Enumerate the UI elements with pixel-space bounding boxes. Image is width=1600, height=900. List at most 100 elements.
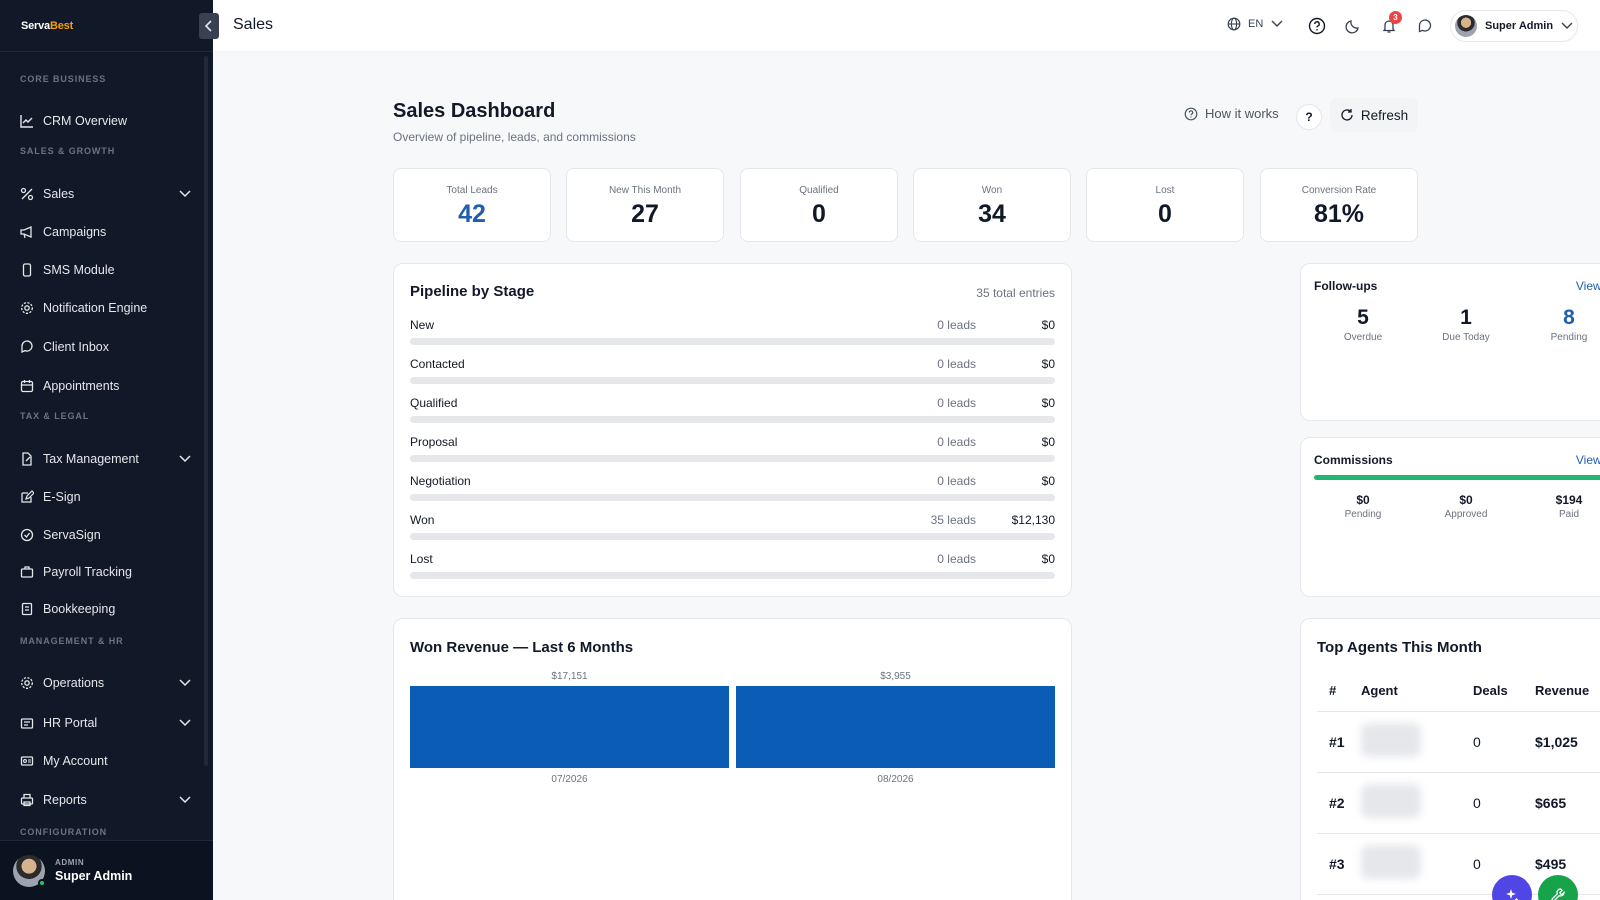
followup-label: Pending xyxy=(1550,332,1588,343)
stage-amount: $0 xyxy=(1041,474,1055,488)
sidebar-item-servasign[interactable]: ServaSign xyxy=(19,524,191,546)
chevron-down-icon[interactable] xyxy=(179,190,191,198)
pipeline-stage-row: New 0 leads $0 xyxy=(410,318,1055,348)
dark-mode-toggle[interactable] xyxy=(1341,14,1365,38)
how-it-works-link[interactable]: How it works xyxy=(1184,106,1279,121)
followup-value: 5 xyxy=(1357,306,1369,329)
chevron-down-icon[interactable] xyxy=(179,796,191,804)
stage-amount: $0 xyxy=(1041,396,1055,410)
stage-amount: $0 xyxy=(1041,357,1055,371)
topbar: Sales EN 3 Super Admin xyxy=(213,0,1600,52)
revenue-bar[interactable] xyxy=(736,686,1055,768)
commission-pending: $0 Pending xyxy=(1313,493,1413,520)
agent-revenue: $665 xyxy=(1535,772,1600,834)
sidebar-item-label: Notification Engine xyxy=(43,301,148,315)
stat-value: 27 xyxy=(631,200,659,228)
online-status-dot xyxy=(38,878,46,887)
page-title: Sales xyxy=(233,16,274,33)
section-configuration: CONFIGURATION xyxy=(20,827,108,837)
sidebar-item-payroll-tracking[interactable]: Payroll Tracking xyxy=(19,561,191,583)
chevron-down-icon[interactable] xyxy=(179,719,191,727)
section-tax-legal: TAX & LEGAL xyxy=(20,411,90,421)
stat-value: 0 xyxy=(812,200,826,228)
pipeline-stage-row: Proposal 0 leads $0 xyxy=(410,435,1055,465)
sidebar-collapse-button[interactable] xyxy=(199,13,219,39)
stage-progress-bar xyxy=(410,455,1055,462)
followup-value: 8 xyxy=(1563,306,1575,329)
followup-pending[interactable]: 8 Pending xyxy=(1519,306,1600,343)
top-agents-table: # Agent Deals Revenue #1 0 $1,025 #2 0 xyxy=(1317,671,1600,895)
help-button[interactable] xyxy=(1305,14,1329,38)
chevron-down-icon[interactable] xyxy=(179,455,191,463)
sidebar-item-label: Operations xyxy=(43,676,105,690)
won-revenue-chart: $17,151 07/2026 $3,955 08/2026 xyxy=(410,671,1055,785)
sidebar-item-label: ServaSign xyxy=(43,528,101,542)
sidebar-item-notification-engine[interactable]: Notification Engine xyxy=(19,297,191,319)
agent-name-redacted xyxy=(1361,772,1473,834)
sidebar-scrollbar[interactable] xyxy=(204,56,208,766)
table-row[interactable]: #3 0 $495 xyxy=(1317,833,1600,895)
refresh-icon xyxy=(1341,109,1353,121)
chevron-down-icon xyxy=(1561,22,1573,29)
sidebar-user-profile[interactable]: ADMIN Super Admin xyxy=(0,840,213,900)
stage-progress-bar xyxy=(410,533,1055,540)
followups-view-all-link[interactable]: View all xyxy=(1575,279,1600,293)
sidebar-item-operations[interactable]: Operations xyxy=(19,672,191,694)
refresh-button[interactable]: Refresh xyxy=(1330,98,1418,132)
sidebar-item-client-inbox[interactable]: Client Inbox xyxy=(19,336,191,358)
redacted-agent-avatar xyxy=(1361,845,1421,879)
chevron-left-icon xyxy=(205,20,212,32)
table-row[interactable]: #2 0 $665 xyxy=(1317,772,1600,834)
stat-value: 42 xyxy=(458,200,486,228)
stage-leads: 0 leads xyxy=(937,435,976,449)
sidebar-item-campaigns[interactable]: Campaigns xyxy=(19,221,191,243)
phone-icon xyxy=(19,263,34,278)
sidebar-item-hr-portal[interactable]: HR Portal xyxy=(19,712,191,734)
stat-card-qualified: Qualified 0 xyxy=(740,168,898,242)
gear-icon xyxy=(19,676,34,691)
commission-value: $194 xyxy=(1555,493,1583,507)
pipeline-title: Pipeline by Stage xyxy=(410,283,535,300)
followup-label: Overdue xyxy=(1343,332,1383,343)
help-circle-icon xyxy=(1184,107,1198,120)
sidebar-item-my-account[interactable]: My Account xyxy=(19,750,191,772)
check-circle-icon xyxy=(19,528,34,543)
sidebar-item-label: E-Sign xyxy=(43,490,81,504)
won-revenue-card: Won Revenue — Last 6 Months $17,151 07/20… xyxy=(393,618,1072,900)
stage-progress-bar xyxy=(410,338,1055,345)
revenue-bar[interactable] xyxy=(410,686,729,768)
stage-leads: 0 leads xyxy=(937,552,976,566)
commissions-view-all-link[interactable]: View all xyxy=(1575,453,1600,467)
sidebar: Serva Best CORE BUSINESS CRM Overview SAL… xyxy=(0,0,213,900)
ai-assistant-button[interactable] xyxy=(1492,875,1532,900)
tools-button[interactable] xyxy=(1538,875,1578,900)
stage-progress-bar xyxy=(410,377,1055,384)
sidebar-item-appointments[interactable]: Appointments xyxy=(19,375,191,397)
sidebar-item-sms-module[interactable]: SMS Module xyxy=(19,259,191,281)
agent-rank: #3 xyxy=(1317,833,1361,895)
messages-button[interactable] xyxy=(1413,14,1437,38)
stat-value: 81% xyxy=(1313,200,1365,228)
sidebar-item-label: SMS Module xyxy=(43,263,115,277)
table-row[interactable]: #1 0 $1,025 xyxy=(1317,711,1600,773)
chevron-down-icon[interactable] xyxy=(179,679,191,687)
sidebar-item-sales[interactable]: Sales xyxy=(19,183,191,205)
inbox-icon xyxy=(19,340,34,355)
notifications-button[interactable]: 3 xyxy=(1377,11,1402,38)
app-logo[interactable]: Serva Best xyxy=(0,0,213,52)
table-header-row: # Agent Deals Revenue xyxy=(1317,671,1600,712)
language-selector[interactable]: EN xyxy=(1227,17,1283,31)
stage-name: Won xyxy=(410,513,435,527)
sidebar-item-e-sign[interactable]: E-Sign xyxy=(19,486,191,508)
help-question-button[interactable]: ? xyxy=(1296,104,1322,130)
sidebar-item-bookkeeping[interactable]: Bookkeeping xyxy=(19,598,191,620)
sidebar-item-crm-overview[interactable]: CRM Overview xyxy=(19,110,191,132)
followup-overdue[interactable]: 5 Overdue xyxy=(1313,306,1413,343)
sidebar-item-label: Payroll Tracking xyxy=(43,565,132,579)
agent-name-redacted xyxy=(1361,833,1473,895)
user-menu[interactable]: Super Admin xyxy=(1450,10,1578,42)
followup-due-today[interactable]: 1 Due Today xyxy=(1416,306,1516,343)
sidebar-item-tax-management[interactable]: Tax Management xyxy=(19,448,191,470)
sidebar-item-reports[interactable]: Reports xyxy=(19,789,191,811)
megaphone-icon xyxy=(19,225,34,240)
